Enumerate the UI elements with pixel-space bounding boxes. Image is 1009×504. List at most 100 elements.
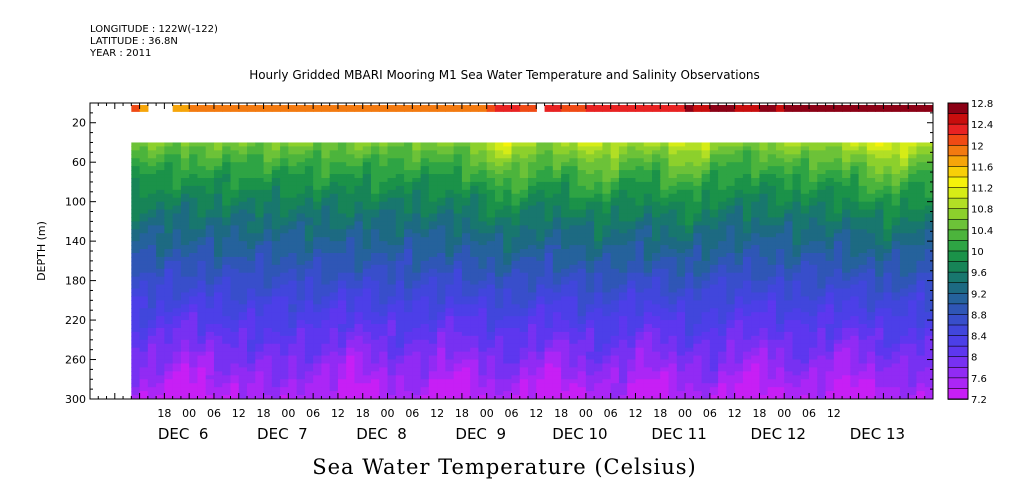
field-cell — [412, 245, 422, 250]
field-cell — [486, 363, 496, 369]
field-cell — [519, 387, 529, 392]
field-cell — [643, 221, 653, 226]
field-cell — [238, 276, 248, 282]
field-cell — [726, 252, 736, 258]
field-cell — [131, 170, 141, 175]
field-cell — [172, 154, 182, 159]
field-cell — [511, 387, 521, 392]
field-cell — [635, 324, 645, 329]
field-cell — [247, 379, 256, 384]
field-cell — [189, 312, 199, 317]
field-cell — [321, 308, 331, 313]
field-cell — [313, 391, 323, 396]
field-cell — [280, 339, 289, 345]
field-cell — [238, 375, 248, 380]
field-cell — [346, 264, 356, 270]
field-cell — [445, 174, 455, 179]
field-cell — [420, 379, 430, 384]
field-cell — [494, 217, 504, 222]
field-cell — [759, 256, 769, 262]
field-cell — [321, 296, 331, 301]
field-cell — [528, 256, 537, 262]
field-cell — [395, 324, 405, 329]
field-cell — [280, 292, 289, 297]
field-cell — [610, 276, 620, 282]
field-cell — [139, 197, 149, 203]
field-cell — [536, 395, 546, 399]
field-cell — [230, 387, 240, 392]
field-cell — [536, 201, 546, 207]
field-cell — [362, 205, 372, 211]
field-cell — [172, 363, 182, 369]
field-cell — [379, 162, 389, 167]
field-cell — [313, 241, 323, 246]
field-cell — [437, 395, 446, 399]
field-cell — [734, 256, 744, 262]
field-cell — [420, 150, 430, 155]
field-cell — [453, 391, 463, 396]
field-cell — [362, 312, 372, 317]
field-cell — [602, 288, 612, 294]
field-cell — [288, 142, 298, 148]
field-cell — [304, 264, 314, 270]
field-cell — [544, 162, 554, 167]
field-cell — [585, 213, 595, 219]
field-cell — [329, 146, 339, 151]
field-cell — [362, 284, 372, 290]
field-cell — [726, 395, 736, 399]
field-cell — [528, 205, 537, 211]
field-cell — [585, 280, 595, 286]
field-cell — [164, 166, 174, 171]
field-cell — [445, 280, 455, 286]
field-cell — [437, 268, 446, 274]
field-cell — [304, 276, 314, 282]
field-cell — [494, 359, 504, 365]
field-cell — [255, 359, 265, 365]
field-cell — [734, 185, 744, 191]
field-cell — [387, 201, 397, 207]
field-cell — [371, 327, 380, 333]
field-cell — [288, 320, 298, 325]
field-cell — [577, 296, 587, 301]
field-cell — [486, 327, 496, 333]
field-cell — [362, 241, 372, 246]
field-cell — [346, 351, 356, 357]
field-cell — [585, 316, 595, 321]
field-cell — [528, 264, 537, 270]
field-cell — [255, 347, 265, 353]
field-cell — [709, 249, 719, 254]
field-cell — [164, 217, 174, 222]
field-cell — [213, 225, 223, 230]
field-cell — [222, 252, 232, 258]
field-cell — [205, 379, 215, 384]
field-cell — [453, 331, 463, 337]
field-cell — [205, 268, 215, 274]
field-cell — [230, 229, 240, 234]
field-cell — [189, 367, 199, 372]
field-cell — [486, 221, 496, 226]
field-cell — [230, 395, 240, 399]
field-cell — [362, 225, 372, 230]
field-cell — [453, 296, 463, 301]
field-cell — [627, 351, 637, 357]
field-cell — [635, 233, 645, 238]
field-cell — [296, 268, 306, 274]
field-cell — [734, 217, 744, 222]
field-cell — [131, 142, 141, 148]
field-cell — [652, 387, 661, 392]
field-cell — [387, 181, 397, 187]
field-cell — [387, 150, 397, 155]
field-cell — [561, 209, 570, 215]
field-cell — [420, 304, 430, 309]
field-cell — [255, 284, 265, 290]
field-cell — [379, 276, 389, 282]
field-cell — [329, 351, 339, 357]
field-cell — [685, 395, 694, 399]
field-cell — [685, 343, 694, 349]
field-cell — [313, 166, 323, 171]
field-cell — [255, 166, 265, 171]
field-cell — [437, 351, 446, 357]
field-cell — [453, 280, 463, 286]
field-cell — [528, 335, 537, 341]
field-cell — [189, 304, 199, 309]
